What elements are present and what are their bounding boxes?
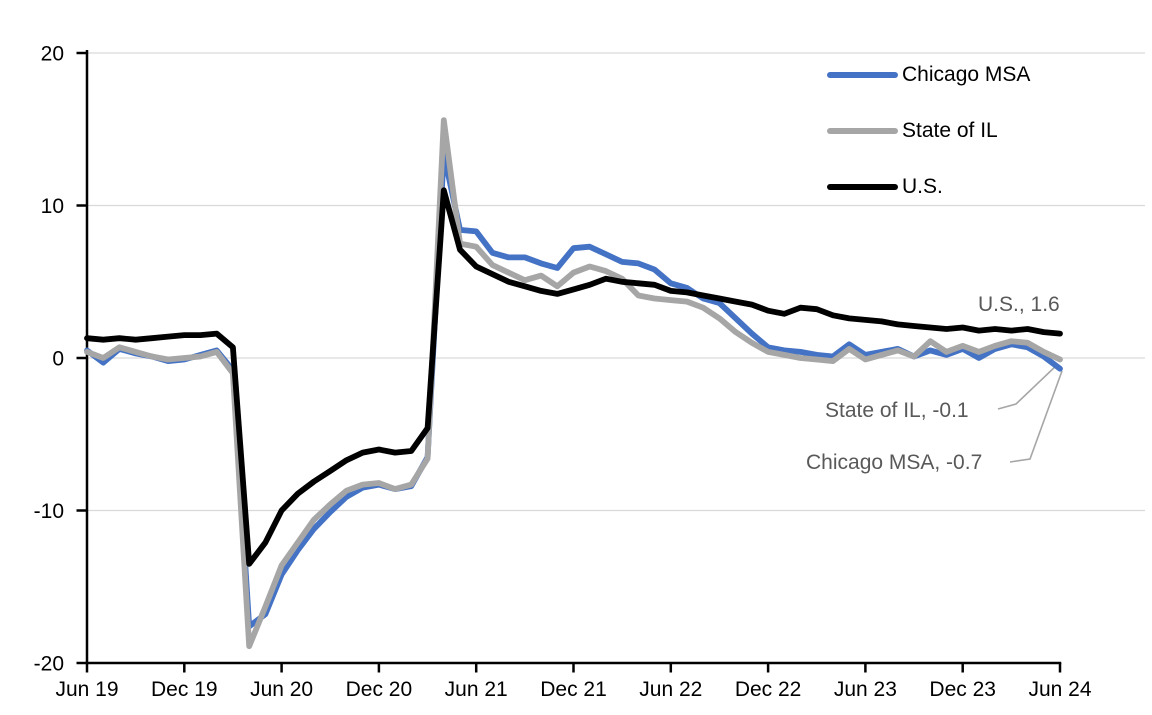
x-tick-label: Jun 19 [55,678,118,701]
legend: Chicago MSA State of IL U.S. [827,63,1127,232]
y-tick-label: 0 [52,348,64,371]
legend-item-us: U.S. [827,175,1127,198]
leader-line-chicago-msa [1009,370,1063,463]
x-tick-label: Dec 22 [735,678,802,701]
legend-item-state-of-il: State of IL [827,119,1127,142]
x-tick-label: Jun 21 [445,678,508,701]
legend-label: U.S. [902,175,943,198]
legend-label: Chicago MSA [902,63,1031,86]
y-tick-label: 10 [41,195,64,218]
x-tick-label: Dec 20 [346,678,413,701]
x-tick-label: Jun 24 [1028,678,1091,701]
x-tick-label: Dec 21 [540,678,607,701]
y-tick-label: -20 [34,653,64,676]
annotation-us: U.S., 1.6 [978,293,1060,316]
x-tick-label: Jun 20 [250,678,313,701]
legend-swatch-chicago-msa [827,72,898,78]
series-line-state-of-il [84,117,1063,650]
x-tick-label: Jun 22 [639,678,702,701]
x-tick-label: Dec 23 [929,678,996,701]
x-tick-label: Dec 19 [151,678,218,701]
x-tick-label: Jun 23 [834,678,897,701]
annotation-state-of-il: State of IL, -0.1 [825,399,969,422]
legend-swatch-state-of-il [827,128,898,134]
y-tick-label: 20 [41,43,64,66]
legend-label: State of IL [902,119,998,142]
series-line-u-s [84,187,1063,567]
y-tick-label: -10 [34,500,64,523]
legend-swatch-us [827,184,898,190]
annotation-chicago-msa: Chicago MSA, -0.7 [806,451,983,474]
legend-item-chicago-msa: Chicago MSA [827,63,1127,86]
leader-line-state-of-il [997,363,1059,410]
